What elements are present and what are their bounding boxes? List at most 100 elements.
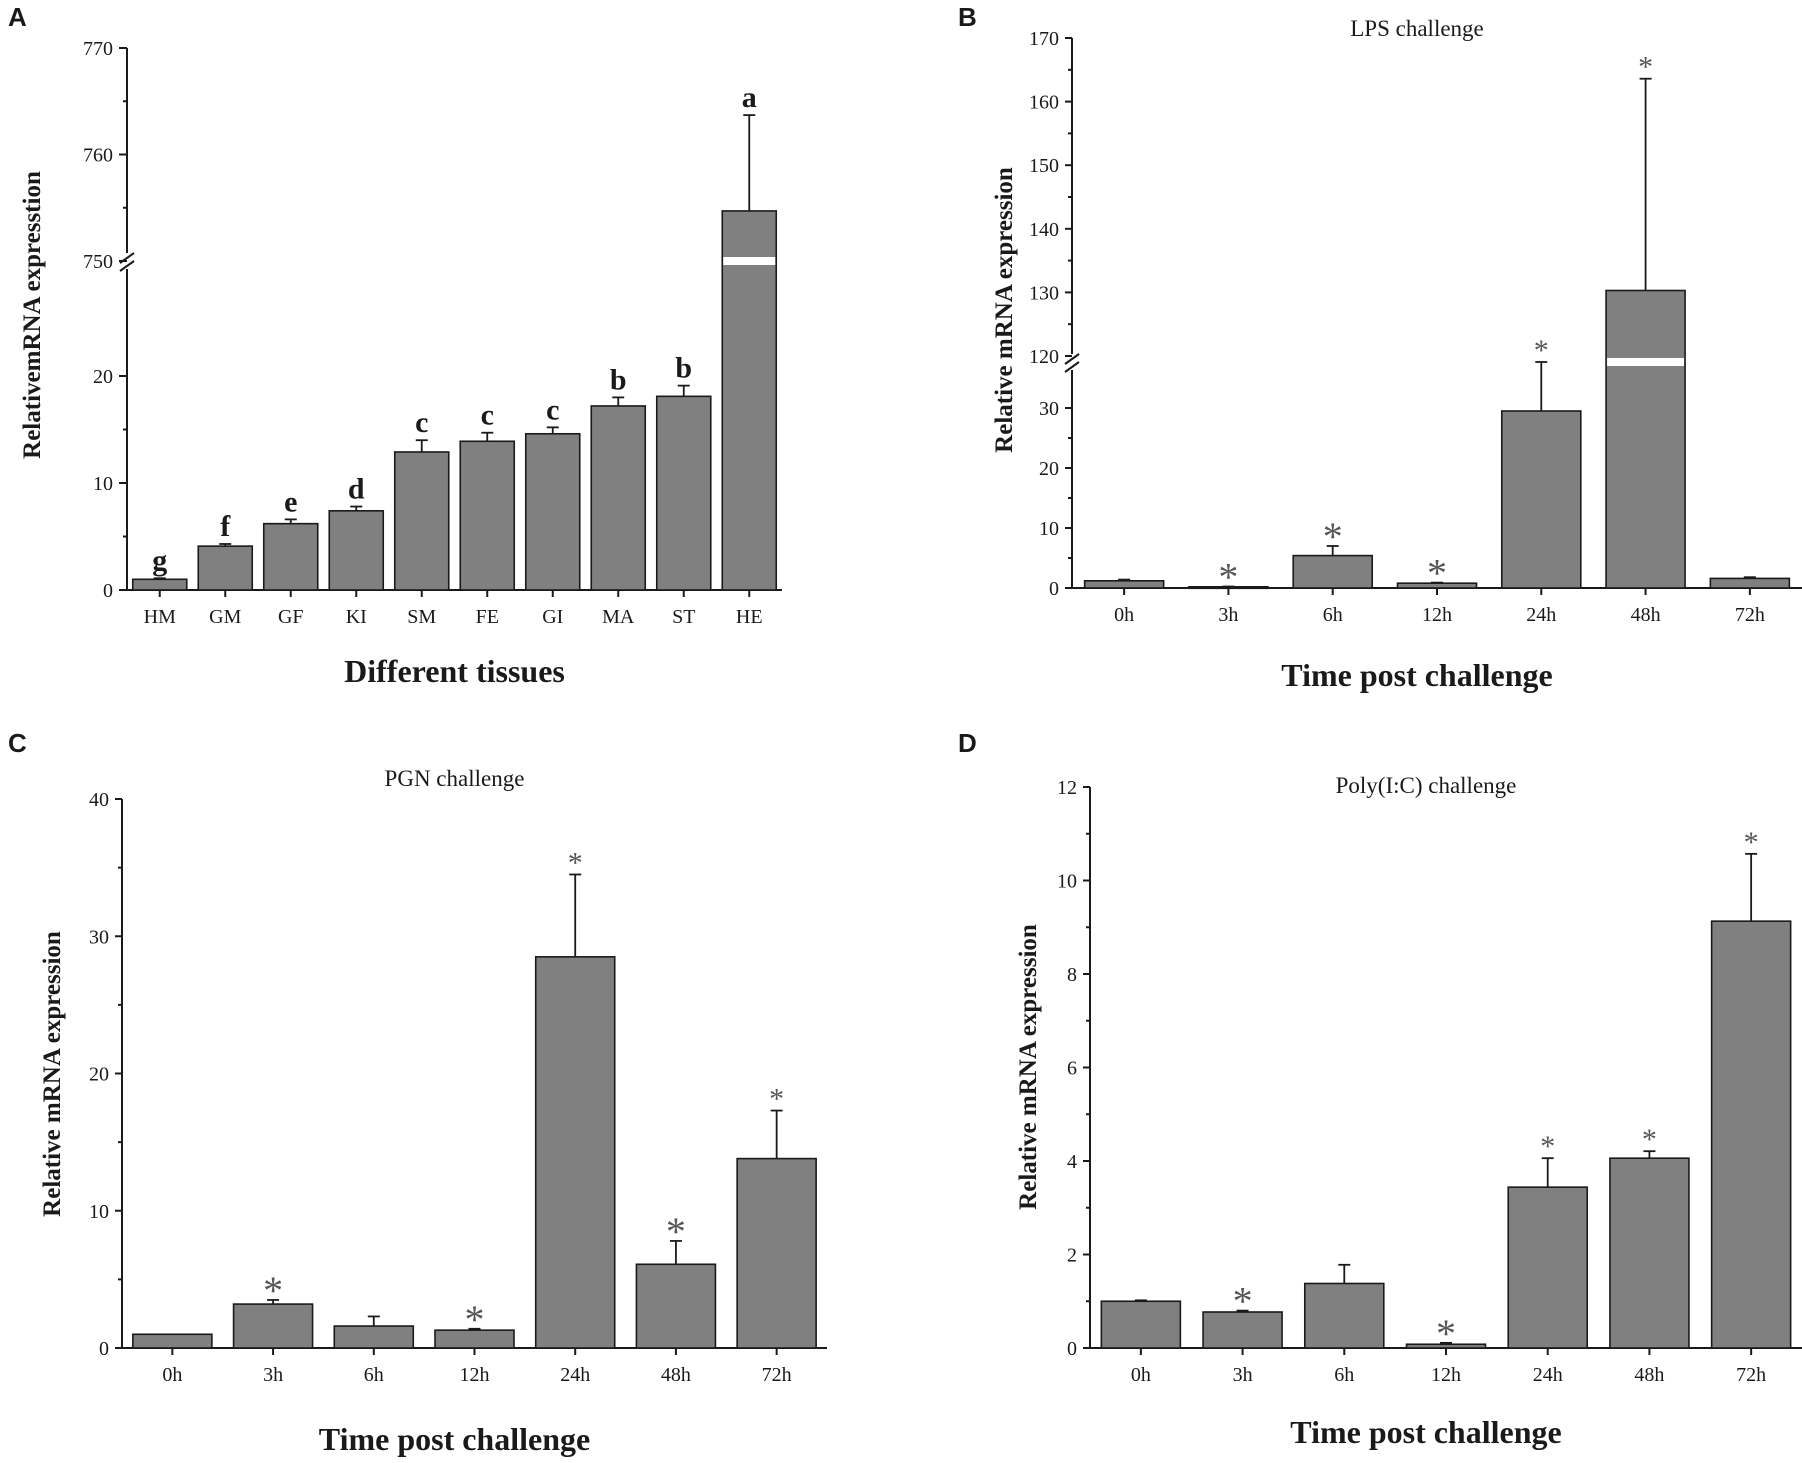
significance-star: * <box>1534 334 1549 367</box>
x-tick-label: 48h <box>661 1364 691 1386</box>
y-tick-label: 20 <box>93 366 113 388</box>
panel-letter: C <box>8 728 27 758</box>
significance-letter: e <box>284 485 297 518</box>
x-tick-label: GI <box>542 606 563 628</box>
significance-star: * <box>666 1209 686 1254</box>
significance-letter: c <box>481 399 494 432</box>
bar <box>262 522 319 591</box>
bar <box>1202 1311 1283 1349</box>
significance-star: * <box>1233 1279 1253 1324</box>
x-tick-label: ST <box>672 606 695 628</box>
bar <box>1710 920 1792 1349</box>
y-tick-label: 8 <box>1067 964 1077 986</box>
chart-title: Poly(I:C) challenge <box>1336 773 1517 798</box>
y-tick-label: 12 <box>1057 777 1077 799</box>
bar <box>1303 1282 1385 1349</box>
chart-title: LPS challenge <box>1350 16 1484 41</box>
y-axis-break-mark <box>1064 353 1080 365</box>
x-tick-label: 6h <box>364 1364 384 1386</box>
y-axis-label: Relative mRNA expression <box>991 167 1018 453</box>
bar <box>1083 579 1165 589</box>
significance-letter: b <box>675 352 692 385</box>
y-tick-label: 30 <box>89 926 109 948</box>
significance-letter: c <box>546 393 559 426</box>
y-axis-label: Relative mRNA expression <box>39 931 66 1217</box>
significance-star: * <box>1744 826 1759 859</box>
chart-title: PGN challenge <box>385 766 525 791</box>
bar <box>655 395 712 591</box>
x-tick-label: KI <box>346 606 367 628</box>
significance-letter: a <box>742 81 757 114</box>
significance-star: * <box>1323 514 1343 559</box>
x-tick-label: HE <box>736 606 763 628</box>
bar <box>132 1333 213 1349</box>
x-tick-label: 0h <box>162 1364 182 1386</box>
significance-letter: b <box>610 363 627 396</box>
x-tick-label: 48h <box>1631 604 1661 626</box>
x-tick-label: 0h <box>1131 1364 1151 1386</box>
significance-letter: c <box>415 406 428 439</box>
bar <box>524 432 581 591</box>
y-axis-label: RelativemRNA expresstion <box>19 171 46 459</box>
y-tick-label: 10 <box>93 473 113 495</box>
x-tick-label: 24h <box>560 1364 590 1386</box>
x-tick-label: 24h <box>1526 604 1556 626</box>
y-tick-label: 20 <box>89 1064 109 1086</box>
x-axis-label: Time post challenge <box>1281 657 1552 693</box>
x-tick-label: HM <box>144 606 176 628</box>
y-tick-label: 10 <box>89 1201 109 1223</box>
y-tick-label: 160 <box>1029 92 1059 114</box>
significance-star: * <box>263 1268 283 1313</box>
x-tick-label: GM <box>209 606 241 628</box>
x-tick-label: 6h <box>1334 1364 1354 1386</box>
bar <box>1605 289 1686 589</box>
panel-c: C PGN challenge 0 10 20 30 40 0h 3h * 6h 12h * 24h * 48… <box>8 728 827 1457</box>
y-tick-label: 40 <box>89 789 109 811</box>
y-tick-label: 170 <box>1029 28 1059 50</box>
x-tick-label: 3h <box>1218 604 1238 626</box>
bar <box>333 1325 415 1349</box>
bar <box>721 210 778 591</box>
x-axis-label: Time post challenge <box>319 1421 590 1457</box>
x-tick-label: SM <box>407 606 436 628</box>
x-axis-label: Different tissues <box>344 653 565 689</box>
significance-star: * <box>568 846 583 879</box>
y-axis-break-mark <box>119 260 135 272</box>
bar <box>1500 410 1582 589</box>
panel-a: A 0 10 20 750 760 770 HM g GM f GF e KI d SM c FE c GI c MA b S… <box>8 2 782 689</box>
x-tick-label: 48h <box>1634 1364 1664 1386</box>
bar <box>459 440 516 591</box>
bar <box>635 1263 717 1349</box>
bar-break-gap <box>1607 358 1685 366</box>
x-tick-label: GF <box>278 606 304 628</box>
bar <box>131 578 188 591</box>
y-tick-label: 130 <box>1029 282 1059 304</box>
y-tick-label: 0 <box>1067 1338 1077 1360</box>
y-tick-label: 150 <box>1029 155 1059 177</box>
bar <box>1292 554 1374 589</box>
significance-star: * <box>769 1083 784 1116</box>
y-tick-label: 0 <box>1049 578 1059 600</box>
significance-star: * <box>1218 555 1238 600</box>
x-axis-label: Time post challenge <box>1290 1414 1561 1450</box>
bar <box>393 451 450 591</box>
bar <box>328 510 385 591</box>
y-tick-label: 750 <box>83 251 113 273</box>
x-tick-label: 72h <box>762 1364 792 1386</box>
panel-b: B LPS challenge 0 10 20 30 120 130 140 150 160 170 0… <box>958 2 1802 693</box>
y-tick-label: 30 <box>1039 398 1059 420</box>
bar <box>1609 1157 1690 1349</box>
y-tick-label: 0 <box>99 1338 109 1360</box>
bar <box>197 545 254 591</box>
bar <box>1100 1300 1182 1349</box>
significance-star: * <box>465 1297 485 1342</box>
bar <box>1709 577 1791 589</box>
panel-letter: B <box>958 2 977 32</box>
y-axis-label: Relative mRNA expression <box>1015 924 1042 1210</box>
panel-letter: D <box>958 728 977 758</box>
bar <box>1507 1186 1589 1349</box>
y-tick-label: 2 <box>1067 1245 1077 1267</box>
y-tick-label: 0 <box>103 580 113 602</box>
x-tick-label: 0h <box>1114 604 1134 626</box>
